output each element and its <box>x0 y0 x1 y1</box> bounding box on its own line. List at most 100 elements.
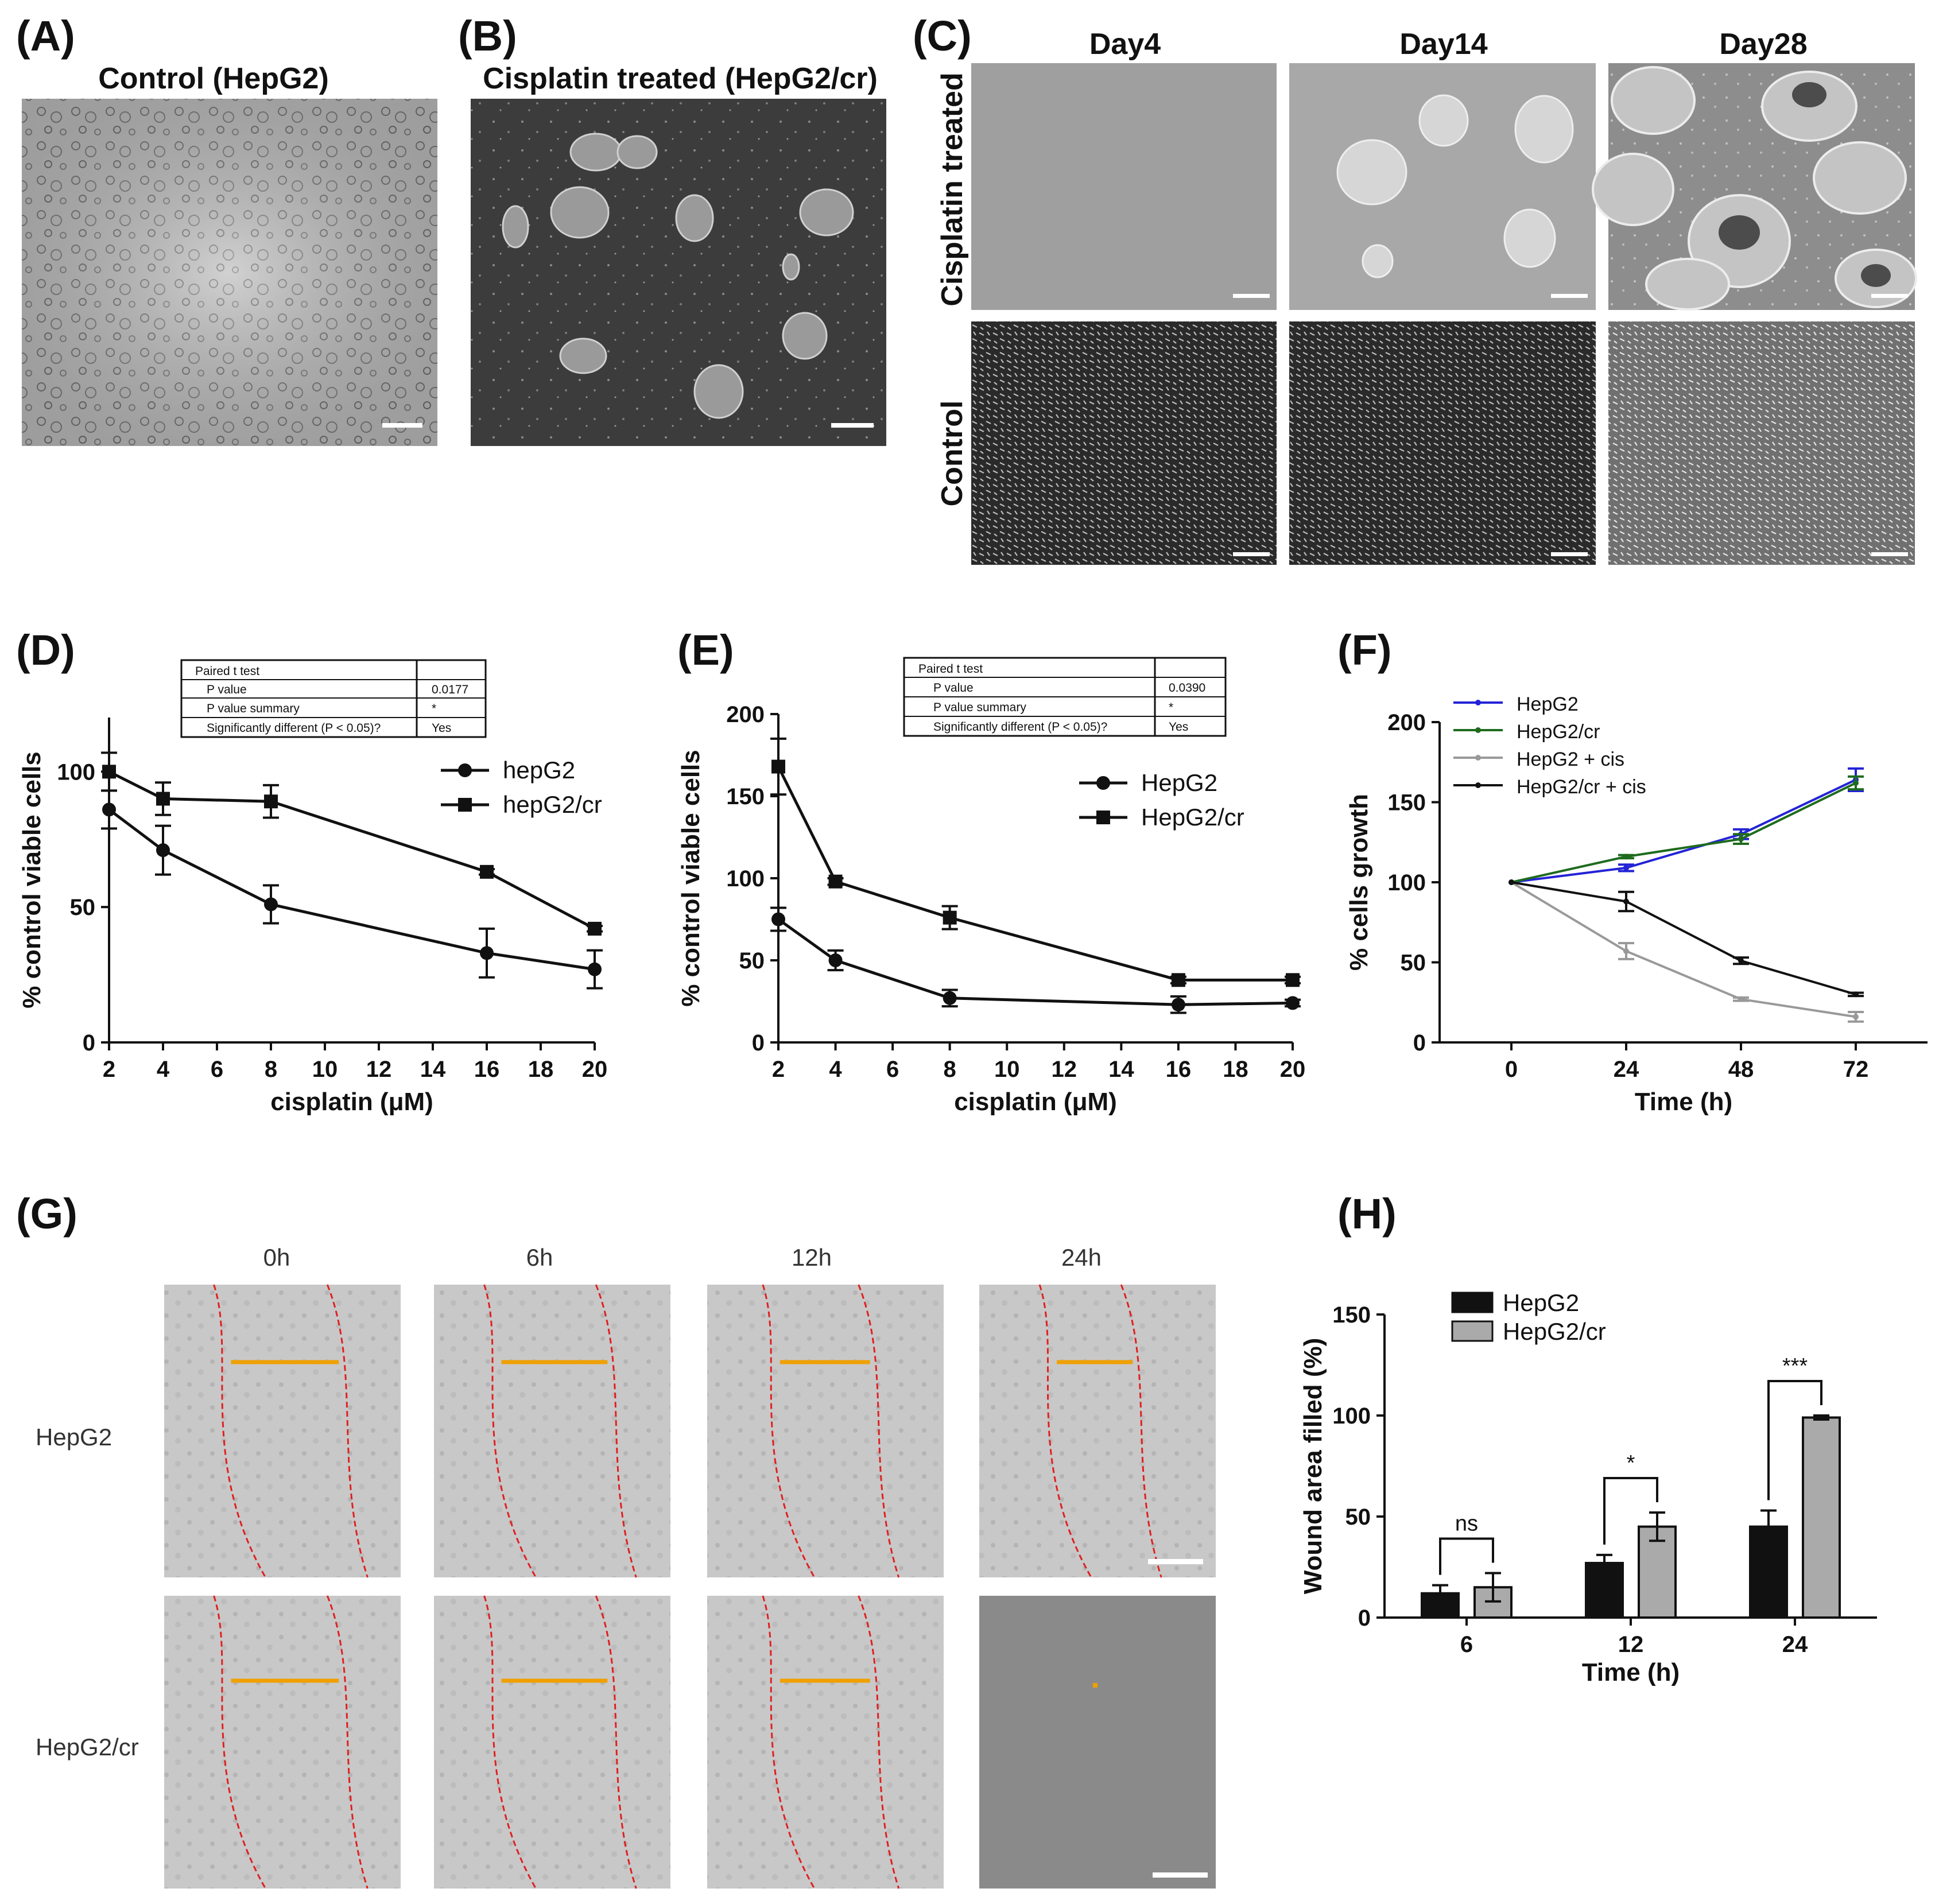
data-point <box>1853 780 1859 786</box>
significance-bracket <box>1603 1476 1658 1545</box>
cisplatin-treated-micrograph <box>471 99 886 446</box>
x-tick-label: 20 <box>582 1057 608 1082</box>
chart-d: 2 4 6 8 10 12 14 16 18 20 0 50 100 cisplatin (μM) % co… <box>18 718 607 1116</box>
y-axis-label: % cells growth <box>1345 794 1373 971</box>
wound-image <box>979 1596 1216 1889</box>
x-tick-label: 48 <box>1728 1057 1754 1082</box>
stats-table-e: Paired t test P value P value summary Si… <box>903 657 1227 737</box>
svg-text:Yes: Yes <box>432 722 451 735</box>
panel-g-label: (G) <box>16 1190 77 1238</box>
y-tick-label: 50 <box>739 948 765 974</box>
wound-edge-right <box>1120 1284 1162 1578</box>
panel-e: (E) Paired t test P value P value summar… <box>677 626 1305 1116</box>
wound-edge-right <box>595 1595 637 1889</box>
panel-b: (B) Cisplatin treated (HepG2/cr) <box>458 12 886 446</box>
y-tick-label: 150 <box>726 784 765 809</box>
x-axis-label: cisplatin (μM) <box>270 1088 433 1116</box>
series-hepg2-cis: HepG2 + cis <box>1453 749 1864 1023</box>
legend-marker <box>458 798 472 812</box>
legend-swatch <box>1451 1292 1494 1313</box>
data-point <box>156 843 170 858</box>
legend-label: HepG2 <box>1517 693 1579 715</box>
data-point <box>1623 948 1629 954</box>
y-axis-label: % control viable cells <box>18 751 46 1009</box>
data-point <box>1738 957 1744 964</box>
series-line <box>1511 881 1856 996</box>
data-point <box>1508 879 1514 885</box>
y-tick-label: 100 <box>1387 870 1426 895</box>
wound-width-marker <box>1093 1683 1098 1688</box>
x-tick-label: 14 <box>1108 1057 1134 1082</box>
wound-edge-right <box>595 1284 637 1578</box>
data-point <box>264 794 278 809</box>
legend-label: hepG2/cr <box>503 791 602 818</box>
wound-edge-left <box>762 1284 816 1578</box>
wound-edge-right <box>326 1284 369 1578</box>
scale-bar <box>1148 1559 1203 1564</box>
y-tick-label: 0 <box>1358 1606 1371 1631</box>
x-tick-label: 16 <box>474 1057 500 1082</box>
panel-c-label: (C) <box>913 12 972 60</box>
svg-text:Paired t test: Paired t test <box>195 665 259 678</box>
panel-b-title: Cisplatin treated (HepG2/cr) <box>483 62 878 95</box>
legend-marker <box>1096 811 1110 824</box>
wound-image <box>164 1596 401 1889</box>
legend-label: HepG2 <box>1503 1289 1579 1316</box>
wound-images <box>164 1284 1216 1889</box>
svg-text:P value: P value <box>207 683 247 696</box>
series-line <box>777 766 1293 982</box>
panel-e-label: (E) <box>677 626 734 674</box>
panel-a: (A) Control (HepG2) <box>16 12 437 446</box>
y-tick-label: 50 <box>1345 1504 1371 1530</box>
data-point <box>828 953 843 967</box>
svg-text:*: * <box>1169 701 1173 714</box>
wound-image <box>434 1596 670 1889</box>
row-hepg2: HepG2 <box>36 1424 112 1451</box>
y-tick-label: 150 <box>1387 790 1426 816</box>
x-tick-label: 10 <box>994 1057 1020 1082</box>
data-point <box>828 874 843 889</box>
x-tick-label: 6 <box>886 1057 899 1082</box>
x-tick-label: 8 <box>265 1057 277 1082</box>
series-line <box>1511 778 1856 883</box>
wound-edge-left <box>483 1595 537 1889</box>
wound-edge-right <box>326 1595 369 1889</box>
x-tick-label: 10 <box>312 1057 338 1082</box>
x-tick-label: 2 <box>772 1057 785 1082</box>
panel-d-label: (D) <box>16 626 75 674</box>
data-point <box>771 759 785 774</box>
data-point <box>102 802 116 817</box>
legend-label: HepG2 <box>1141 769 1217 796</box>
series-line <box>1511 782 1856 883</box>
wound-edge-left <box>1038 1284 1092 1578</box>
y-tick-label: 50 <box>70 895 96 920</box>
wound-edge-left <box>213 1595 266 1889</box>
panel-f-label: (F) <box>1337 626 1392 674</box>
series-hepg2-cr: hepG2/cr <box>101 751 603 936</box>
panel-b-label: (B) <box>458 12 517 60</box>
time-0h: 0h <box>263 1244 290 1271</box>
y-axis-label: Wound area filled (%) <box>1299 1338 1327 1595</box>
wound-image <box>707 1285 944 1577</box>
row-control: Control <box>936 401 969 507</box>
wound-edge-right <box>858 1595 900 1889</box>
y-tick-label: 50 <box>1401 951 1426 976</box>
day14-control-micrograph <box>1289 321 1596 565</box>
time-12h: 12h <box>792 1244 832 1271</box>
significance-label: * <box>1627 1451 1635 1475</box>
stats-table-d: Paired t test P value P value summary Si… <box>180 659 487 738</box>
svg-text:*: * <box>432 702 436 715</box>
series-hepg2: HepG2 <box>1453 693 1864 885</box>
significance-label: ns <box>1455 1512 1478 1536</box>
x-tick-label: 2 <box>103 1057 115 1082</box>
x-tick-label: 4 <box>157 1057 170 1082</box>
data-point <box>1623 864 1629 871</box>
y-tick-label: 0 <box>1413 1030 1426 1056</box>
series-line <box>777 918 1293 1006</box>
legend-marker <box>1475 782 1481 788</box>
scale-bar <box>831 423 874 428</box>
